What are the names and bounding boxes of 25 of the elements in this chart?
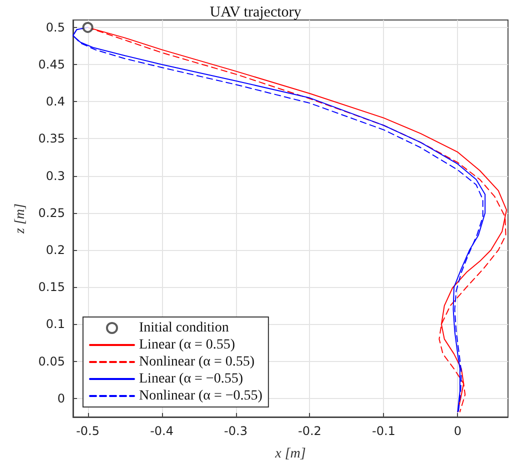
x-tick-label: -0.2	[298, 424, 322, 438]
x-tick-label: -0.5	[76, 424, 100, 438]
y-axis-title: z [m]	[12, 204, 28, 234]
legend-label: Initial condition	[139, 320, 229, 336]
x-axis-title: x [m]	[274, 446, 306, 462]
x-tick-label: 0	[454, 424, 462, 438]
chart-title: UAV trajectory	[210, 4, 302, 20]
y-tick-label: 0.25	[38, 206, 65, 220]
legend-label: Nonlinear (α = 0.55)	[139, 354, 255, 370]
y-tick-label: 0.4	[46, 94, 65, 109]
y-tick-label: 0.1	[46, 317, 65, 332]
y-tick-label: 0.35	[38, 132, 65, 146]
x-tick-label: -0.4	[150, 424, 174, 438]
y-tick-label: 0.45	[38, 58, 65, 72]
y-tick-label: 0.2	[46, 243, 65, 258]
legend-label: Nonlinear (α = −0.55)	[139, 388, 263, 404]
x-tick-label: -0.3	[224, 424, 248, 438]
y-tick-label: 0.15	[38, 280, 65, 294]
y-tick-label: 0.3	[46, 168, 65, 183]
y-tick-label: 0.5	[46, 20, 65, 34]
y-tick-label: 0	[57, 391, 65, 406]
legend-label: Linear (α = −0.55)	[139, 372, 244, 386]
x-tick-label: -0.1	[372, 424, 396, 438]
legend-label: Linear (α = 0.55)	[139, 338, 236, 352]
y-tick-label: 0.05	[38, 354, 65, 368]
